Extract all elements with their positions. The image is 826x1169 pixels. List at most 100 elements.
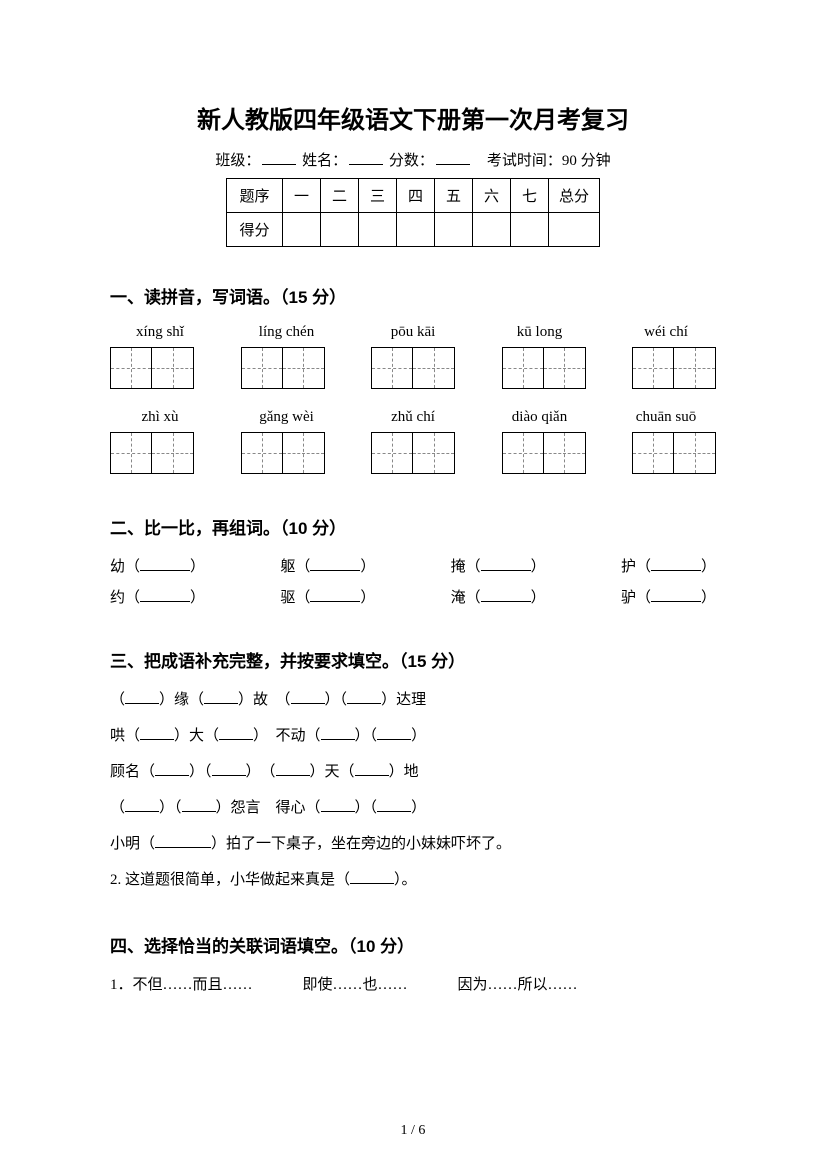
th-total: 总分 bbox=[548, 179, 599, 213]
char-box-pair[interactable] bbox=[371, 432, 455, 474]
fill-blank[interactable] bbox=[481, 557, 531, 571]
fill-blank[interactable] bbox=[204, 690, 238, 704]
td-cell[interactable] bbox=[282, 213, 320, 247]
boxes-row-2 bbox=[110, 432, 716, 474]
td-cell[interactable] bbox=[434, 213, 472, 247]
compare-item: 约（） bbox=[110, 586, 205, 607]
fill-blank[interactable] bbox=[155, 834, 211, 848]
fill-blank[interactable] bbox=[321, 726, 355, 740]
idiom-line: 2. 这道题很简单，小华做起来真是（）。 bbox=[110, 868, 716, 892]
char-box-pair[interactable] bbox=[502, 347, 586, 389]
name-label: 姓名： bbox=[302, 153, 347, 169]
idiom-line: （）（）怨言 得心（）（） bbox=[110, 796, 716, 820]
section-1: 一、读拼音，写词语。（15 分） xíng shǐ líng chén pōu … bbox=[110, 283, 716, 474]
fill-blank[interactable] bbox=[155, 762, 189, 776]
idiom-line: （）缘（）故 （）（）达理 bbox=[110, 688, 716, 712]
fill-blank[interactable] bbox=[350, 870, 394, 884]
fill-blank[interactable] bbox=[219, 726, 253, 740]
conjunction-options: 1．不但……而且…… 即使……也…… 因为……所以…… bbox=[110, 973, 716, 994]
page-title: 新人教版四年级语文下册第一次月考复习 bbox=[110, 100, 716, 135]
fill-blank[interactable] bbox=[140, 588, 190, 602]
fill-blank[interactable] bbox=[377, 726, 411, 740]
time-label: 考试时间：90 分钟 bbox=[487, 153, 611, 169]
char-box-pair[interactable] bbox=[110, 347, 194, 389]
compare-item: 躯（） bbox=[280, 555, 375, 576]
th-2: 二 bbox=[320, 179, 358, 213]
fill-blank[interactable] bbox=[182, 798, 216, 812]
fill-blank[interactable] bbox=[651, 588, 701, 602]
section-3-heading: 三、把成语补充完整，并按要求填空。（15 分） bbox=[110, 647, 716, 672]
td-cell[interactable] bbox=[548, 213, 599, 247]
score-table: 题序 一 二 三 四 五 六 七 总分 得分 bbox=[226, 178, 600, 247]
char-box-pair[interactable] bbox=[371, 347, 455, 389]
td-label: 得分 bbox=[226, 213, 282, 247]
fill-blank[interactable] bbox=[125, 690, 159, 704]
pinyin-label: chuān suō bbox=[616, 409, 716, 426]
th-4: 四 bbox=[396, 179, 434, 213]
char-box-pair[interactable] bbox=[241, 432, 325, 474]
class-blank[interactable] bbox=[262, 149, 296, 165]
idiom-line: 哄（）大（） 不动（）（） bbox=[110, 724, 716, 748]
fill-blank[interactable] bbox=[140, 557, 190, 571]
score-label: 分数： bbox=[389, 153, 434, 169]
pinyin-label: kū long bbox=[490, 324, 590, 341]
pinyin-label: pōu kāi bbox=[363, 324, 463, 341]
fill-blank[interactable] bbox=[125, 798, 159, 812]
fill-blank[interactable] bbox=[651, 557, 701, 571]
char-box-pair[interactable] bbox=[110, 432, 194, 474]
fill-blank[interactable] bbox=[355, 762, 389, 776]
pinyin-row-1: xíng shǐ líng chén pōu kāi kū long wéi c… bbox=[110, 324, 716, 341]
page-number: 1 / 6 bbox=[0, 1123, 826, 1139]
compare-item: 护（） bbox=[621, 555, 716, 576]
idiom-line: 顾名（）（） （）天（）地 bbox=[110, 760, 716, 784]
fill-blank[interactable] bbox=[481, 588, 531, 602]
char-box-pair[interactable] bbox=[502, 432, 586, 474]
fill-blank[interactable] bbox=[291, 690, 325, 704]
pinyin-label: wéi chí bbox=[616, 324, 716, 341]
fill-blank[interactable] bbox=[377, 798, 411, 812]
td-cell[interactable] bbox=[472, 213, 510, 247]
compare-row-2: 约（） 驱（） 淹（） 驴（） bbox=[110, 586, 716, 607]
section-3: 三、把成语补充完整，并按要求填空。（15 分） （）缘（）故 （）（）达理 哄（… bbox=[110, 647, 716, 892]
pinyin-label: gǎng wèi bbox=[237, 409, 337, 426]
option-2: 即使……也…… bbox=[303, 973, 408, 994]
score-blank[interactable] bbox=[436, 149, 470, 165]
char-box-pair[interactable] bbox=[241, 347, 325, 389]
idiom-line: 小明（）拍了一下桌子，坐在旁边的小妹妹吓坏了。 bbox=[110, 832, 716, 856]
section-4-heading: 四、选择恰当的关联词语填空。（10 分） bbox=[110, 932, 716, 957]
option-1: 1．不但……而且…… bbox=[110, 973, 253, 994]
pinyin-label: zhì xù bbox=[110, 409, 210, 426]
td-cell[interactable] bbox=[510, 213, 548, 247]
char-box-pair[interactable] bbox=[632, 432, 716, 474]
section-4: 四、选择恰当的关联词语填空。（10 分） 1．不但……而且…… 即使……也…… … bbox=[110, 932, 716, 994]
class-label: 班级： bbox=[215, 153, 260, 169]
th-seq: 题序 bbox=[226, 179, 282, 213]
pinyin-label: xíng shǐ bbox=[110, 324, 210, 341]
td-cell[interactable] bbox=[396, 213, 434, 247]
td-cell[interactable] bbox=[358, 213, 396, 247]
td-cell[interactable] bbox=[320, 213, 358, 247]
fill-blank[interactable] bbox=[321, 798, 355, 812]
pinyin-row-2: zhì xù gǎng wèi zhǔ chí diào qiǎn chuān … bbox=[110, 409, 716, 426]
pinyin-label: líng chén bbox=[237, 324, 337, 341]
section-2: 二、比一比，再组词。（10 分） 幼（） 躯（） 掩（） 护（） 约（） 驱（）… bbox=[110, 514, 716, 607]
th-7: 七 bbox=[510, 179, 548, 213]
name-blank[interactable] bbox=[349, 149, 383, 165]
fill-blank[interactable] bbox=[140, 726, 174, 740]
pinyin-label: zhǔ chí bbox=[363, 409, 463, 426]
th-3: 三 bbox=[358, 179, 396, 213]
pinyin-label: diào qiǎn bbox=[490, 409, 590, 426]
th-5: 五 bbox=[434, 179, 472, 213]
th-6: 六 bbox=[472, 179, 510, 213]
fill-blank[interactable] bbox=[276, 762, 310, 776]
compare-item: 掩（） bbox=[451, 555, 546, 576]
th-1: 一 bbox=[282, 179, 320, 213]
compare-item: 驱（） bbox=[280, 586, 375, 607]
compare-item: 幼（） bbox=[110, 555, 205, 576]
fill-blank[interactable] bbox=[310, 588, 360, 602]
fill-blank[interactable] bbox=[212, 762, 246, 776]
fill-blank[interactable] bbox=[310, 557, 360, 571]
compare-item: 淹（） bbox=[451, 586, 546, 607]
fill-blank[interactable] bbox=[347, 690, 381, 704]
char-box-pair[interactable] bbox=[632, 347, 716, 389]
